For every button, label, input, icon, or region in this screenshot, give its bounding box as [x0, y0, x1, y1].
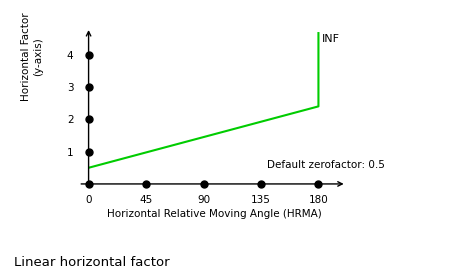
Text: INF: INF: [322, 34, 340, 44]
Text: Default zerofactor: 0.5: Default zerofactor: 0.5: [267, 160, 385, 170]
Y-axis label: Horizontal Factor
(y-axis): Horizontal Factor (y-axis): [21, 12, 43, 101]
X-axis label: Horizontal Relative Moving Angle (HRMA): Horizontal Relative Moving Angle (HRMA): [107, 209, 322, 220]
Text: Linear horizontal factor: Linear horizontal factor: [14, 256, 170, 269]
Point: [85, 149, 92, 154]
Point: [200, 182, 207, 186]
Point: [142, 182, 150, 186]
Point: [85, 52, 92, 57]
Point: [85, 117, 92, 122]
Point: [315, 182, 322, 186]
Point: [257, 182, 265, 186]
Point: [85, 85, 92, 89]
Point: [85, 182, 92, 186]
